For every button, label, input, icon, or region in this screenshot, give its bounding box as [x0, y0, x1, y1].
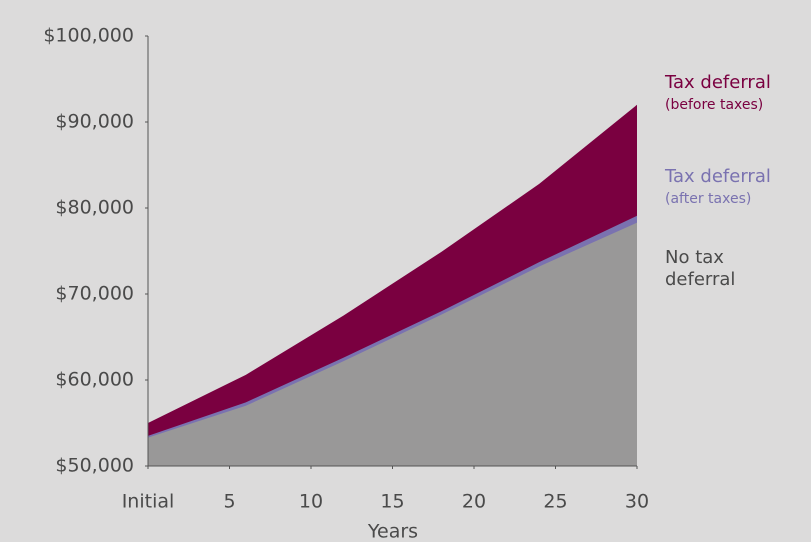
y-tick-label: $100,000: [43, 25, 134, 47]
x-tick-label: 20: [462, 491, 486, 513]
legend-entry: No tax deferral: [665, 247, 765, 291]
legend-entry: Tax deferral (after taxes): [665, 166, 811, 210]
x-tick-label: 15: [380, 491, 404, 513]
x-tick-label: Initial: [122, 491, 175, 513]
legend-label: Tax deferral: [665, 72, 771, 93]
y-tick-label: $80,000: [55, 197, 134, 219]
legend-note: (after taxes): [665, 191, 752, 207]
y-tick-label: $50,000: [55, 455, 134, 477]
area: [148, 222, 637, 466]
x-tick-label: 10: [299, 491, 323, 513]
y-tick-label: $90,000: [55, 111, 134, 133]
y-tick-label: $70,000: [55, 283, 134, 305]
x-axis-label: Years: [367, 521, 418, 542]
x-tick-label: 30: [625, 491, 649, 513]
x-tick-label: 25: [543, 491, 567, 513]
legend-label: No tax deferral: [665, 247, 736, 290]
legend-entry: Tax deferral (before taxes): [665, 72, 811, 116]
x-tick-label: 5: [223, 491, 235, 513]
legend-label: Tax deferral: [665, 166, 771, 187]
y-tick-label: $60,000: [55, 369, 134, 391]
legend-note: (before taxes): [665, 97, 764, 113]
